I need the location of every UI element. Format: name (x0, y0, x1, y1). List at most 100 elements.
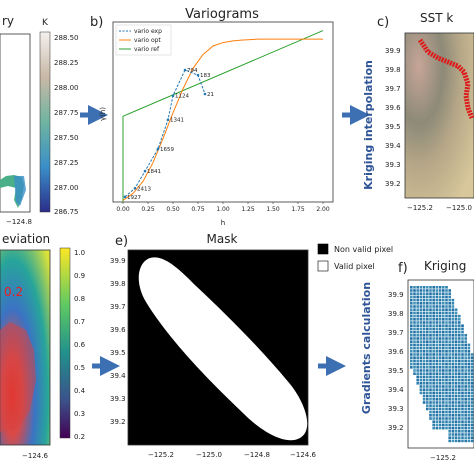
gradient-pixel (426, 302, 429, 305)
gradient-pixel (438, 382, 442, 385)
panel-b-axes (112, 21, 334, 203)
legend-box (115, 24, 172, 56)
gradient-pixel (442, 292, 445, 295)
gradient-pixel (464, 375, 467, 379)
ytick: 39.4 (388, 386, 404, 394)
gradient-pixel (422, 369, 426, 372)
gradient-pixel (435, 340, 439, 343)
gradient-pixel (410, 362, 413, 366)
gradient-pixel (445, 391, 448, 395)
gradient-pixel (419, 382, 423, 385)
panel-f-title: Kriging (424, 259, 466, 273)
gradient-pixel (429, 286, 432, 289)
gradient-pixel (426, 404, 429, 407)
gradient-pixel (429, 340, 432, 343)
gradient-pixel (426, 385, 429, 388)
gradient-pixel (435, 404, 439, 407)
gradient-pixel (464, 394, 467, 398)
point-label: 183 (200, 73, 211, 79)
gradient-pixel (419, 324, 423, 327)
gradient-pixel (454, 359, 458, 363)
gradient-pixel (451, 378, 455, 382)
gradient-pixel (458, 433, 461, 436)
gradient-pixel (461, 350, 464, 353)
gradient-pixel (467, 369, 471, 372)
gradient-pixel (454, 372, 458, 375)
gradient-pixel (413, 308, 416, 311)
gradient-pixel (451, 436, 455, 439)
gradient-pixel (464, 340, 467, 343)
gradient-pixel (426, 366, 429, 369)
gradient-pixel (410, 366, 413, 369)
gradient-pixel (419, 330, 423, 334)
vario-exp-point (123, 195, 127, 199)
gradient-pixel (451, 423, 455, 427)
gradient-pixel (438, 292, 442, 295)
gradient-pixel (451, 334, 455, 337)
gradient-pixel (435, 407, 439, 411)
gradient-pixel (445, 410, 448, 414)
gradient-pixel (435, 372, 439, 375)
gradient-pixel (429, 382, 432, 385)
gradient-pixel (445, 426, 448, 430)
gradient-pixel (442, 340, 445, 343)
gradient-pixel (438, 334, 442, 337)
panel-d-valid-region (0, 322, 36, 432)
gradient-pixel (416, 356, 419, 359)
gradient-pixel (435, 324, 439, 327)
gradient-pixel (458, 334, 461, 337)
gradient-pixel (429, 318, 432, 321)
gradient-pixel (461, 401, 464, 404)
gradient-pixel (470, 417, 474, 420)
gradient-pixel (429, 378, 432, 382)
panel-d-title: eviation (2, 232, 50, 246)
gradient-pixel (445, 314, 448, 318)
gradient-pixel (464, 359, 467, 363)
gradient-pixel (432, 318, 435, 321)
gradient-pixel (458, 330, 461, 334)
gradient-pixel (464, 401, 467, 404)
cbar-tick: 0.2 (74, 433, 85, 441)
side-label-gradients-calculation: Gradients calculation (360, 282, 373, 414)
gradient-pixel (438, 359, 442, 363)
gradient-pixel (467, 401, 471, 404)
gradient-pixel (429, 362, 432, 366)
gradient-pixel (413, 366, 416, 369)
legend-label-exp: vario exp (134, 28, 162, 35)
gradient-pixel (458, 382, 461, 385)
gradient-pixel (458, 388, 461, 391)
gradient-pixel (448, 311, 451, 315)
ytick: 39.8 (388, 310, 404, 318)
gradient-pixel (432, 302, 435, 305)
gradient-pixel (426, 324, 429, 327)
gradient-pixel (442, 350, 445, 353)
panel-a-xtick: −124.8 (6, 218, 32, 226)
gradient-pixel (451, 426, 455, 430)
gradient-pixel (432, 385, 435, 388)
gradient-pixel (454, 378, 458, 382)
gradient-pixel (438, 394, 442, 398)
gradient-pixel (461, 346, 464, 350)
gradient-pixel (426, 298, 429, 302)
gradient-pixel (438, 330, 442, 334)
gradient-pixel (413, 302, 416, 305)
gradient-pixel (448, 366, 451, 369)
gradient-pixel (467, 350, 471, 353)
gradient-pixel (467, 436, 471, 439)
gradient-pixel (438, 324, 442, 327)
gradient-pixel (419, 289, 423, 292)
gradient-pixel (413, 295, 416, 299)
gradient-pixel (448, 343, 451, 347)
gradient-pixel (454, 401, 458, 404)
gradient-pixel (432, 314, 435, 318)
gradient-pixel (458, 350, 461, 353)
gradient-pixel (445, 369, 448, 372)
gradient-pixel (454, 398, 458, 401)
gradient-pixel (445, 388, 448, 391)
gradient-pixel (410, 334, 413, 337)
ytick: 39.9 (110, 257, 126, 265)
ytick: 39.5 (110, 349, 126, 357)
gradient-pixel (419, 359, 423, 363)
cbar-tick: 0.6 (74, 341, 86, 349)
gradient-pixel (464, 353, 467, 356)
